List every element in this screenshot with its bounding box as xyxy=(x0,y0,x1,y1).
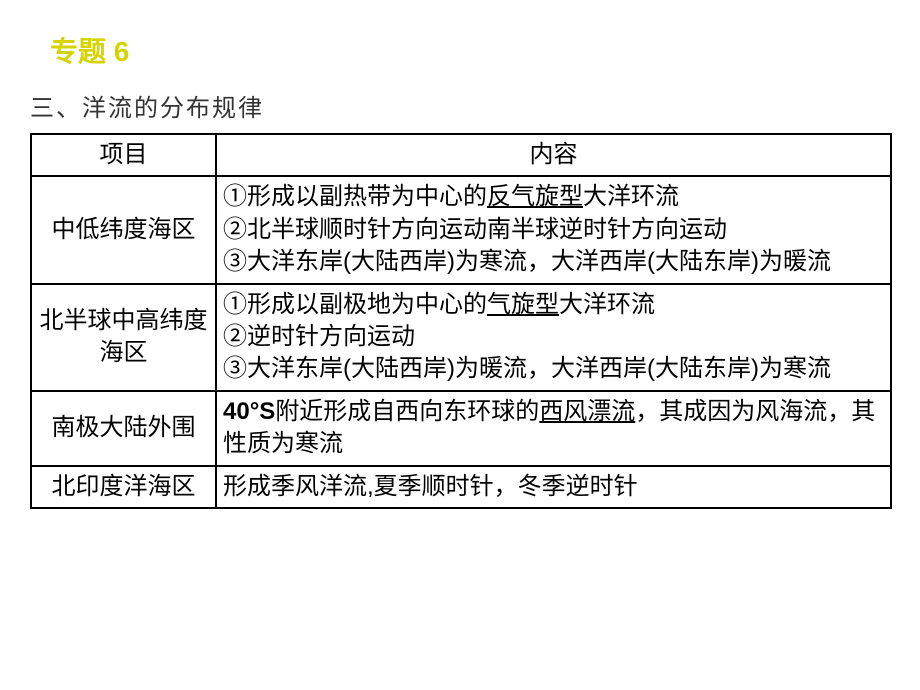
table-header-row: 项目 内容 xyxy=(31,134,891,176)
row-item: 北印度洋海区 xyxy=(31,466,216,508)
table-row: 北印度洋海区 形成季风洋流,夏季顺时针，冬季逆时针 xyxy=(31,466,891,508)
section-title: 三、洋流的分布规律 xyxy=(30,88,890,123)
row-content: ①形成以副极地为中心的气旋型大洋环流 ②逆时针方向运动 ③大洋东岸(大陆西岸)为… xyxy=(216,284,891,391)
text: ①形成以副极地为中心的 xyxy=(223,291,487,318)
row-item: 南极大陆外围 xyxy=(31,391,216,466)
distribution-table: 项目 内容 中低纬度海区 ①形成以副热带为中心的反气旋型大洋环流 ②北半球顺时针… xyxy=(30,133,892,509)
line-3: ③大洋东岸(大陆西岸)为寒流，大洋西岸(大陆东岸)为暖流 xyxy=(223,248,831,275)
table-row: 北半球中高纬度海区 ①形成以副极地为中心的气旋型大洋环流 ②逆时针方向运动 ③大… xyxy=(31,284,891,391)
topic-label: 专题 6 xyxy=(50,30,890,70)
row-item: 中低纬度海区 xyxy=(31,176,216,283)
table-row: 中低纬度海区 ①形成以副热带为中心的反气旋型大洋环流 ②北半球顺时针方向运动南半… xyxy=(31,176,891,283)
line-1: ①形成以副热带为中心的反气旋型大洋环流 xyxy=(223,183,679,210)
underline-text: 反气旋型 xyxy=(487,183,583,210)
text: ①形成以副热带为中心的 xyxy=(223,183,487,210)
slide-page: 专题 6 三、洋流的分布规律 项目 内容 中低纬度海区 ①形成以副热带为中心的反… xyxy=(0,0,920,539)
row-content: ①形成以副热带为中心的反气旋型大洋环流 ②北半球顺时针方向运动南半球逆时针方向运… xyxy=(216,176,891,283)
line-2: ②北半球顺时针方向运动南半球逆时针方向运动 xyxy=(223,216,727,243)
header-content: 内容 xyxy=(216,134,891,176)
text: 大洋环流 xyxy=(559,291,655,318)
table-row: 南极大陆外围 40°S附近形成自西向东环球的西风漂流，其成因为风海流，其性质为寒… xyxy=(31,391,891,466)
row-content: 40°S附近形成自西向东环球的西风漂流，其成因为风海流，其性质为寒流 xyxy=(216,391,891,466)
line-2: ②逆时针方向运动 xyxy=(223,323,415,350)
header-item: 项目 xyxy=(31,134,216,176)
underline-text: 气旋型 xyxy=(487,291,559,318)
line-3: ③大洋东岸(大陆西岸)为暖流，大洋西岸(大陆东岸)为寒流 xyxy=(223,355,831,382)
text: 大洋环流 xyxy=(583,183,679,210)
underline-text: 西风漂流 xyxy=(539,398,635,425)
line-1: ①形成以副极地为中心的气旋型大洋环流 xyxy=(223,291,655,318)
row-content: 形成季风洋流,夏季顺时针，冬季逆时针 xyxy=(216,466,891,508)
row-item: 北半球中高纬度海区 xyxy=(31,284,216,391)
text: 附近形成自西向东环球的 xyxy=(275,398,539,425)
bold-text: 40°S xyxy=(223,398,275,425)
